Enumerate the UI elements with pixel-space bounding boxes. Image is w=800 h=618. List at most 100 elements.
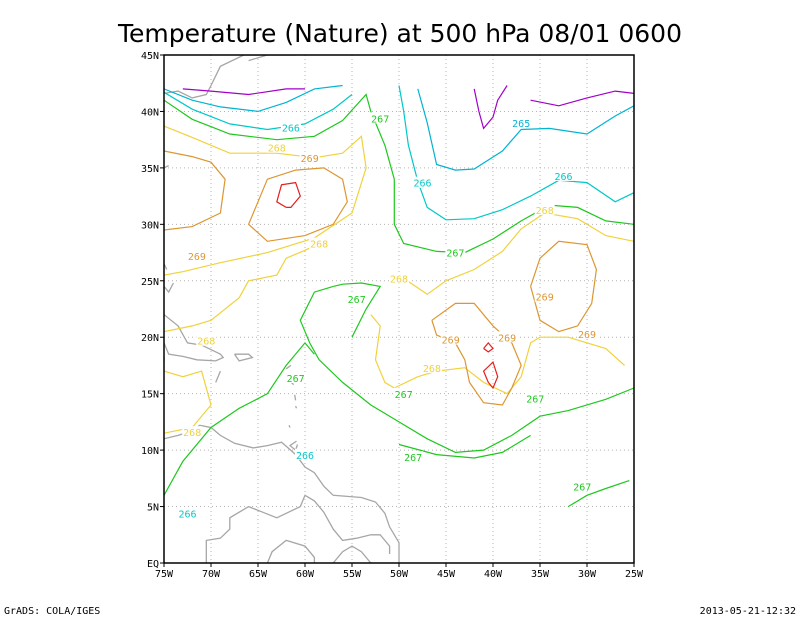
contour-label-background	[177, 507, 198, 519]
contour-label: 266	[554, 172, 572, 183]
contour-label-background	[445, 246, 466, 258]
contour-label-background	[309, 237, 330, 249]
contour-label: 267	[404, 453, 422, 464]
contour-labels: 266 267 268 269 265 266 266 268 269 267 268 268 267 2…	[177, 112, 597, 520]
x-tick-label: 50W	[390, 569, 409, 580]
contour-label: 267	[287, 374, 305, 385]
x-axis-ticks: 75W 70W 65W 60W 55W 50W 45W 40W 35W 30W 25W	[155, 563, 644, 580]
y-tick-label: 40N	[141, 107, 159, 118]
coastline	[294, 394, 297, 401]
contour-label: 269	[442, 336, 460, 347]
coastline	[164, 165, 169, 169]
contour-line	[482, 361, 499, 390]
x-tick-label: 30W	[578, 569, 597, 580]
contour-label: 269	[498, 333, 516, 344]
contour-line	[530, 240, 598, 333]
contour-line	[164, 240, 325, 333]
coastline	[266, 539, 316, 563]
contour-label: 267	[573, 482, 591, 493]
map-title: Temperature (Nature) at 500 hPa 08/01 06…	[117, 19, 682, 48]
contour-line	[182, 88, 305, 96]
y-tick-label: 45N	[141, 51, 159, 62]
contour-line	[164, 91, 353, 131]
coastline	[285, 364, 292, 370]
contour-line	[431, 302, 522, 406]
contour-label: 269	[578, 330, 596, 341]
contour-line	[483, 341, 494, 353]
contour-label-background	[295, 448, 315, 460]
contour-label: 267	[526, 394, 544, 405]
contour-label: 268	[536, 206, 554, 217]
contour-label: 268	[197, 337, 215, 348]
contour-label-background	[389, 272, 409, 284]
x-tick-label: 60W	[296, 569, 315, 580]
contour-label-background	[186, 250, 207, 262]
contour-label: 268	[268, 144, 286, 155]
y-tick-label: 30N	[141, 220, 159, 231]
y-tick-label: EQ	[147, 559, 159, 570]
coastline	[164, 55, 258, 99]
coastline	[288, 440, 299, 452]
contour-label-background	[421, 361, 442, 373]
contour-label-background	[553, 169, 574, 181]
contour-label: 266	[282, 123, 300, 134]
contour-label: 268	[390, 275, 408, 286]
contour-line	[276, 181, 301, 208]
y-tick-label: 35N	[141, 164, 159, 175]
contour-label-background	[525, 392, 546, 404]
footer-credit: GrADS: COLA/IGES	[4, 606, 100, 617]
gridlines	[164, 55, 634, 563]
y-tick-label: 10N	[141, 446, 159, 457]
contour-line	[164, 370, 212, 434]
contour-line	[398, 85, 634, 221]
coastline	[164, 282, 174, 294]
footer-timestamp: 2013-05-21-12:32	[700, 606, 796, 617]
contour-line	[164, 341, 315, 496]
x-tick-label: 70W	[202, 569, 221, 580]
contour-line	[299, 285, 634, 454]
coastline	[164, 314, 225, 362]
contour-label: 269	[188, 252, 206, 263]
x-tick-label: 35W	[531, 569, 550, 580]
contour-label-background	[403, 451, 424, 463]
contour-label: 268	[423, 364, 441, 375]
y-axis-ticks: EQ 5N 10N 15N 20N 25N 30N 35N 40N 45N	[141, 51, 164, 570]
contour-label-background	[370, 112, 391, 124]
coastline	[164, 424, 400, 563]
contour-label-background	[511, 116, 532, 128]
coastline	[205, 494, 391, 563]
contour-line	[333, 282, 382, 338]
contour-line	[247, 167, 348, 242]
x-tick-label: 55W	[343, 569, 362, 580]
contour-label-background	[196, 334, 217, 346]
x-tick-label: 65W	[249, 569, 268, 580]
contour-label-background	[497, 331, 518, 343]
y-tick-label: 5N	[147, 503, 159, 514]
contour-line	[398, 212, 634, 296]
contour-label-background	[412, 176, 433, 188]
coastline	[215, 370, 222, 383]
contour-line	[164, 125, 367, 276]
contour-label-background	[280, 121, 301, 133]
contour-label-background	[534, 290, 555, 302]
x-tick-label: 25W	[625, 569, 644, 580]
contour-label-background	[572, 480, 593, 492]
temperature-contours	[164, 84, 634, 508]
contour-label-background	[577, 327, 597, 339]
x-tick-label: 40W	[484, 569, 503, 580]
contour-label-background	[285, 371, 306, 383]
contour-label: 267	[348, 295, 366, 306]
contour-label: 265	[512, 119, 530, 130]
coastline	[288, 425, 291, 428]
x-tick-label: 75W	[155, 569, 174, 580]
contour-label: 266	[178, 509, 196, 520]
contour-label-background	[534, 203, 555, 215]
contour-label-background	[393, 387, 414, 399]
contour-label: 266	[413, 179, 431, 190]
y-tick-label: 20N	[141, 333, 159, 344]
contour-label: 269	[536, 293, 554, 304]
contour-line	[530, 90, 634, 107]
contour-line	[370, 314, 626, 395]
contour-label: 267	[371, 114, 389, 125]
